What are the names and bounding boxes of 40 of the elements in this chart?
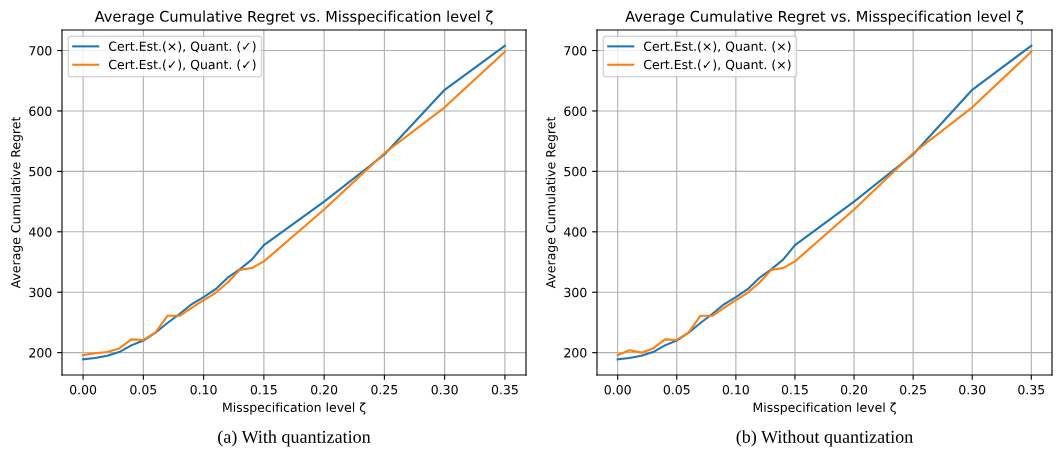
x-tick-label: 0.15: [250, 384, 277, 395]
y-tick-label: 600: [29, 106, 52, 116]
legend-label: Cert.Est.(×), Quant. (✓): [108, 41, 256, 53]
x-tick-label: 0.00: [604, 384, 631, 395]
y-tick-label: 200: [564, 348, 587, 358]
y-tick-label: 700: [564, 46, 587, 56]
x-tick-label: 0.25: [900, 384, 926, 395]
legend-label: Cert.Est.(✓), Quant. (×): [643, 59, 791, 71]
x-tick-label: 0.35: [1018, 384, 1045, 395]
y-tick-label: 700: [29, 46, 52, 56]
y-tick-label: 300: [29, 287, 52, 298]
x-tick-label: 0.25: [371, 384, 398, 395]
y-tick-label: 200: [29, 348, 52, 358]
x-tick-label: 0.10: [722, 384, 749, 395]
text: (b) Without quantization: [736, 430, 913, 447]
y-tick-label: 400: [29, 227, 52, 237]
text: (a) With quantization: [218, 430, 371, 447]
y-tick-label: 500: [564, 166, 587, 177]
x-tick-label: 0.30: [959, 384, 986, 395]
x-tick-label: 0.35: [491, 384, 518, 395]
y-tick-label: 300: [564, 287, 587, 298]
x-tick-label: 0.20: [311, 384, 338, 395]
x-axis-title: Misspecification level ζ: [223, 402, 366, 415]
y-tick-label: 500: [29, 166, 52, 177]
x-tick-label: 0.00: [70, 384, 97, 395]
legend-label: Cert.Est.(×), Quant. (×): [643, 41, 791, 53]
legend-label: Cert.Est.(✓), Quant. (✓): [108, 59, 256, 71]
x-tick-label: 0.20: [840, 384, 868, 395]
x-tick-label: 0.05: [130, 384, 157, 395]
x-tick-label: 0.30: [431, 384, 458, 395]
chart-title: Average Cumulative Regret vs. Misspecification level ζ: [94, 10, 493, 25]
x-tick-label: 0.10: [190, 384, 217, 395]
y-axis-title: Average Cumulative Regret: [10, 116, 23, 289]
y-tick-label: 400: [564, 227, 587, 237]
chart-title: Average Cumulative Regret vs. Misspecification level ζ: [625, 10, 1024, 25]
y-axis-title: Average Cumulative Regret: [545, 116, 558, 289]
x-tick-label: 0.15: [781, 384, 808, 395]
y-tick-label: 600: [564, 106, 587, 116]
x-axis-title: Misspecification level ζ: [753, 402, 896, 415]
x-tick-label: 0.05: [663, 384, 690, 395]
